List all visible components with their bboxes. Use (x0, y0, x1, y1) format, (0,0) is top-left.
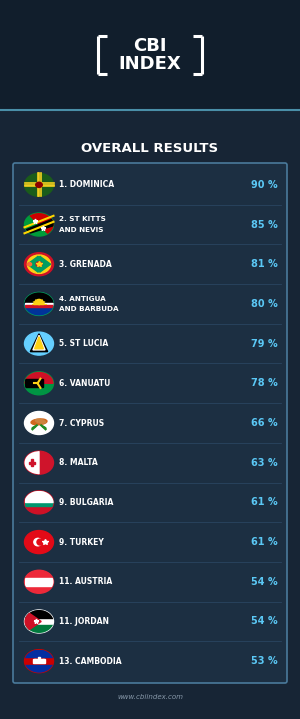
Bar (31, 459, 33, 466)
Text: 11. AUSTRIA: 11. AUSTRIA (59, 577, 112, 586)
Ellipse shape (36, 262, 42, 267)
Text: 5. ST LUCIA: 5. ST LUCIA (59, 339, 108, 348)
Text: 1. DOMINICA: 1. DOMINICA (59, 180, 114, 189)
Wedge shape (25, 290, 53, 304)
Ellipse shape (42, 426, 44, 427)
Text: 9. BULGARIA: 9. BULGARIA (59, 498, 113, 507)
Bar (25, 665, 53, 673)
Bar (25, 578, 53, 585)
Bar (38, 657, 40, 661)
Text: 4. ANTIGUA: 4. ANTIGUA (59, 296, 106, 302)
Text: OVERALL RESULTS: OVERALL RESULTS (81, 142, 219, 155)
Text: INDEX: INDEX (118, 55, 182, 73)
Bar (42, 659, 44, 661)
Bar (34, 659, 36, 661)
Wedge shape (34, 299, 44, 305)
Ellipse shape (33, 426, 34, 428)
Text: 79 %: 79 % (251, 339, 278, 349)
Text: 8. MALTA: 8. MALTA (59, 458, 98, 467)
Text: 11. JORDAN: 11. JORDAN (59, 617, 109, 626)
Text: www.cbiindex.com: www.cbiindex.com (117, 694, 183, 700)
Polygon shape (33, 335, 45, 350)
Text: 66 %: 66 % (251, 418, 278, 428)
Text: AND BARBUDA: AND BARBUDA (59, 306, 118, 312)
Wedge shape (25, 304, 53, 319)
Ellipse shape (28, 262, 31, 266)
Bar (33, 659, 45, 664)
Ellipse shape (25, 332, 53, 355)
Polygon shape (30, 334, 48, 352)
Text: 53 %: 53 % (251, 656, 278, 667)
Ellipse shape (25, 650, 53, 673)
Text: 63 %: 63 % (251, 458, 278, 467)
Ellipse shape (25, 372, 53, 395)
Ellipse shape (27, 255, 51, 273)
Bar (25, 491, 53, 503)
Bar (0, 0, 300, 110)
Ellipse shape (35, 419, 46, 423)
Text: 61 %: 61 % (251, 537, 278, 547)
Bar (25, 610, 53, 618)
Ellipse shape (25, 411, 53, 434)
Ellipse shape (25, 531, 53, 554)
Bar (25, 626, 53, 633)
Ellipse shape (32, 427, 33, 429)
Text: 81 %: 81 % (251, 260, 278, 269)
Bar (25, 498, 53, 506)
Ellipse shape (36, 182, 42, 188)
Ellipse shape (25, 491, 53, 514)
Text: 61 %: 61 % (251, 498, 278, 508)
Text: 85 %: 85 % (251, 219, 278, 229)
Text: 7. CYPRUS: 7. CYPRUS (59, 418, 104, 428)
Text: 54 %: 54 % (251, 616, 278, 626)
Ellipse shape (45, 427, 46, 429)
Ellipse shape (25, 610, 53, 633)
Text: CBI: CBI (133, 37, 167, 55)
Bar (25, 303, 53, 305)
Ellipse shape (31, 419, 47, 425)
Ellipse shape (25, 213, 53, 236)
Text: 2. ST KITTS: 2. ST KITTS (59, 216, 106, 222)
Polygon shape (25, 380, 44, 388)
Text: 90 %: 90 % (251, 180, 278, 190)
Polygon shape (25, 610, 41, 633)
Bar (31, 459, 33, 466)
Ellipse shape (25, 253, 53, 275)
Wedge shape (25, 369, 53, 383)
Polygon shape (40, 256, 51, 273)
Text: 9. TURKEY: 9. TURKEY (59, 538, 104, 546)
Text: AND NEVIS: AND NEVIS (59, 226, 104, 233)
Ellipse shape (34, 539, 42, 546)
Bar (25, 305, 53, 307)
Bar (28, 462, 35, 464)
Ellipse shape (25, 293, 53, 316)
Ellipse shape (34, 426, 36, 427)
FancyBboxPatch shape (13, 163, 287, 683)
Ellipse shape (44, 426, 45, 428)
Wedge shape (23, 446, 39, 479)
Ellipse shape (37, 539, 43, 545)
Text: 54 %: 54 % (251, 577, 278, 587)
Polygon shape (35, 336, 44, 349)
Polygon shape (27, 256, 38, 273)
Bar (25, 650, 53, 657)
Text: 3. GRENADA: 3. GRENADA (59, 260, 112, 269)
Text: 6. VANUATU: 6. VANUATU (59, 379, 110, 388)
Wedge shape (29, 210, 53, 235)
Ellipse shape (25, 570, 53, 593)
Text: 80 %: 80 % (251, 299, 278, 309)
Ellipse shape (25, 452, 53, 475)
Polygon shape (25, 219, 53, 235)
Ellipse shape (25, 173, 53, 196)
Text: 13. CAMBODIA: 13. CAMBODIA (59, 656, 122, 666)
Text: 78 %: 78 % (251, 378, 278, 388)
